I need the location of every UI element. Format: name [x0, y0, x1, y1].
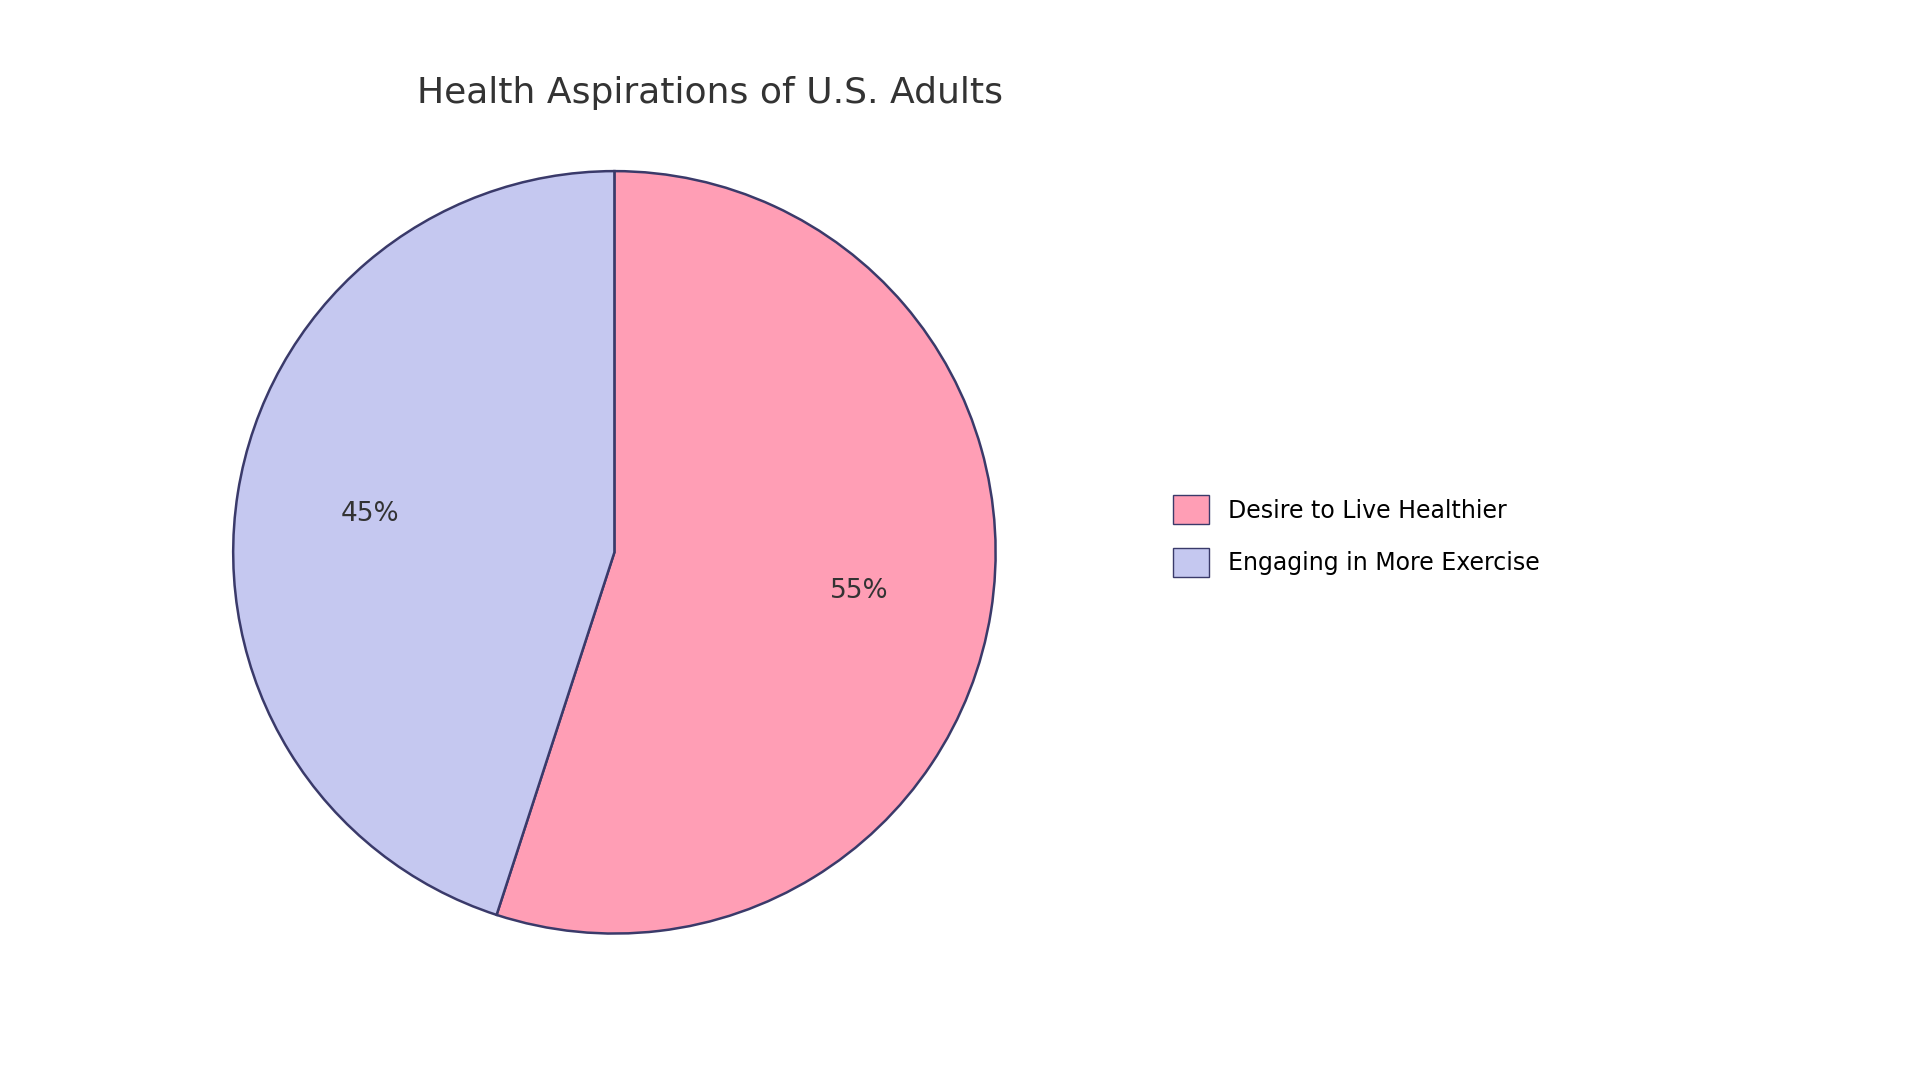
Wedge shape: [232, 171, 614, 915]
Text: Health Aspirations of U.S. Adults: Health Aspirations of U.S. Adults: [417, 76, 1004, 109]
Text: 45%: 45%: [340, 500, 399, 526]
Legend: Desire to Live Healthier, Engaging in More Exercise: Desire to Live Healthier, Engaging in Mo…: [1164, 486, 1549, 586]
Text: 55%: 55%: [829, 578, 889, 604]
Wedge shape: [497, 171, 996, 934]
